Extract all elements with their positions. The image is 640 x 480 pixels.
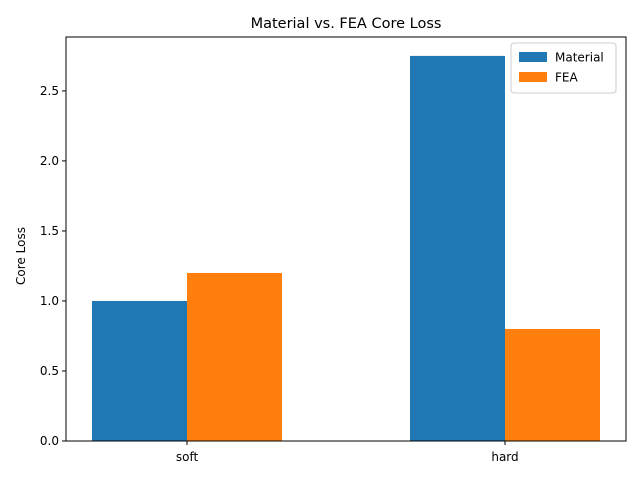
legend-label-material: Material bbox=[555, 51, 604, 65]
y-tick-label: 0.0 bbox=[40, 434, 59, 448]
plot-area: 0.0 0.5 1.0 1.5 2.0 2.5 soft hard bbox=[40, 55, 600, 464]
y-tick-label: 1.0 bbox=[40, 294, 59, 308]
bar-fea-soft bbox=[187, 272, 282, 441]
bar-material-soft bbox=[92, 300, 187, 441]
x-tick-label: hard bbox=[491, 450, 518, 464]
legend: Material FEA bbox=[510, 42, 617, 94]
y-tick-label: 0.5 bbox=[40, 364, 59, 378]
legend-swatch-material bbox=[519, 52, 547, 62]
legend-label-fea: FEA bbox=[555, 71, 578, 85]
plot-frame bbox=[65, 36, 627, 442]
y-tick-label: 1.5 bbox=[40, 224, 59, 238]
bar-fea-hard bbox=[505, 328, 600, 441]
chart-title: Material vs. FEA Core Loss bbox=[251, 16, 442, 32]
y-axis-label: Core Loss bbox=[14, 227, 28, 285]
x-tick-label: soft bbox=[176, 450, 199, 464]
bar-material-hard bbox=[410, 55, 505, 442]
y-tick-label: 2.0 bbox=[40, 154, 59, 168]
y-tick-label: 2.5 bbox=[40, 84, 59, 98]
legend-swatch-fea bbox=[519, 72, 547, 82]
